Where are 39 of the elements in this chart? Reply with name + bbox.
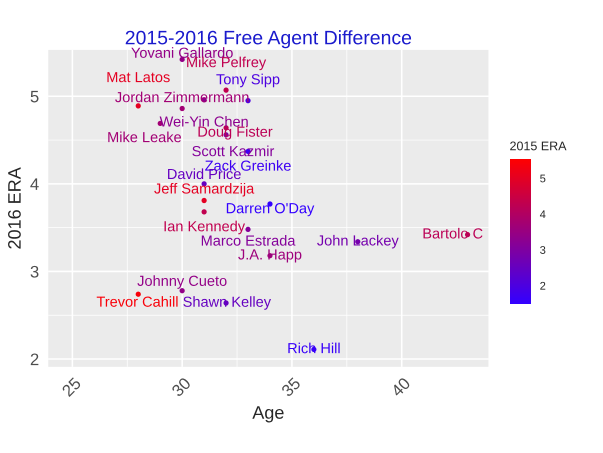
color-bar-label: 4	[540, 210, 546, 218]
annotation: Trevor Cahill	[96, 296, 178, 307]
annotation: John Lackey	[317, 234, 399, 248]
annotation: Tony Sipp	[216, 74, 280, 88]
point	[136, 292, 141, 297]
annotation: Jordan Zimmermann	[115, 92, 248, 102]
x-tick-label: 25	[61, 376, 82, 398]
point	[202, 209, 207, 214]
annotation: Yovani Gallardo	[131, 47, 233, 58]
annotation: Doug Fister	[198, 126, 272, 140]
point	[202, 198, 207, 204]
x-tick-label: 40	[390, 376, 411, 398]
y-tick-label: 4	[30, 178, 39, 190]
color-bar-label: 3	[540, 246, 546, 254]
point	[245, 226, 251, 232]
y-tick-label: 2	[30, 353, 38, 366]
x-axis-title: Age	[252, 406, 284, 422]
annotation: Ian Kennedy	[164, 220, 246, 234]
y-tick-label: 5	[30, 90, 39, 102]
y-axis-title: 2016 ERA	[8, 167, 21, 249]
x-tick-label: 30	[170, 376, 192, 398]
color-bar-label: 2	[540, 282, 546, 290]
color-bar-title: 2015 ERA	[510, 141, 566, 150]
annotation: Darren O'Day	[226, 203, 314, 216]
annotation: Marco Estrada	[202, 235, 296, 246]
annotation: Bartolo C	[424, 228, 483, 239]
annotation: Jeff Samardzija	[154, 182, 254, 197]
annotation: Johnny Cueto	[137, 275, 227, 289]
x-tick-label: 35	[280, 376, 302, 398]
annotation: Mike Leake	[108, 132, 182, 142]
annotation: Mike Pelfrey	[187, 56, 266, 70]
color-bar-label: 5	[540, 174, 546, 182]
annotation: Mat Latos	[107, 72, 170, 82]
y-tick-label: 3	[30, 266, 38, 278]
chart-title: 2015-2016 Free Agent Difference	[126, 30, 412, 48]
annotation: Shawn Kelley	[183, 296, 272, 310]
annotation: Wei-Yin Chen	[160, 116, 248, 127]
point	[136, 103, 141, 108]
point	[180, 106, 185, 112]
